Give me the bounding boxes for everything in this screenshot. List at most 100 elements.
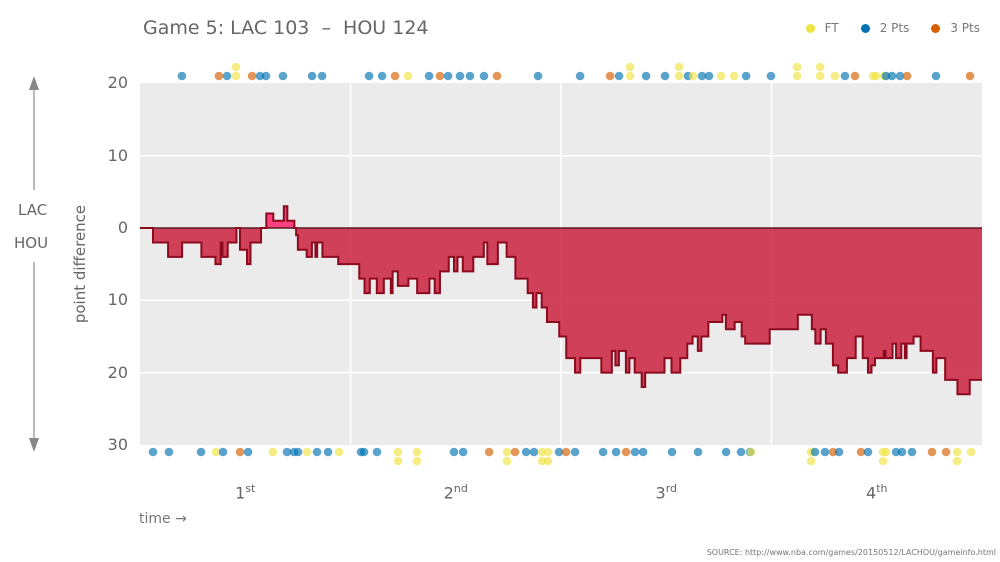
hou-score-2pt xyxy=(570,447,580,457)
lac-score-2pt xyxy=(614,71,624,81)
lac-score-ft xyxy=(231,71,241,81)
lac-score-2pt xyxy=(741,71,751,81)
lac-score-2pt xyxy=(697,71,707,81)
hou-score-2pt xyxy=(897,447,907,457)
lac-score-ft xyxy=(792,62,802,72)
quarter-ordinal: nd xyxy=(453,482,468,495)
lac-score-2pt xyxy=(895,71,905,81)
hou-score-2pt xyxy=(638,447,648,457)
hou-score-3pt xyxy=(561,447,571,457)
hou-score-ft xyxy=(537,456,547,466)
lac-score-2pt xyxy=(465,71,475,81)
lac-score-2pt xyxy=(641,71,651,81)
lac-score-2pt xyxy=(575,71,585,81)
lac-score-2pt xyxy=(443,71,453,81)
quarter-number: 4 xyxy=(866,483,877,503)
hou-score-2pt xyxy=(554,447,564,457)
hou-score-ft xyxy=(966,447,976,457)
hou-score-2pt xyxy=(312,447,322,457)
legend-item-2pts: 2 Pts xyxy=(860,21,909,35)
hou-score-ft xyxy=(302,447,312,457)
lac-score-3pt xyxy=(902,71,912,81)
lac-score-ft xyxy=(625,62,635,72)
lac-score-2pt xyxy=(317,71,327,81)
hou-score-2pt xyxy=(449,447,459,457)
lac-score-3pt xyxy=(965,71,975,81)
legend-label: FT xyxy=(824,21,839,35)
lac-score-ft xyxy=(871,71,881,81)
hou-score-ft xyxy=(268,447,278,457)
legend: FT 2 Pts 3 Pts xyxy=(805,21,980,35)
hou-score-2pt xyxy=(611,447,621,457)
hou-score-ft xyxy=(537,447,547,457)
lac-score-2pt xyxy=(931,71,941,81)
hou-score-2pt xyxy=(282,447,292,457)
quarter-ordinal: st xyxy=(245,482,256,495)
y-axis-label: point difference xyxy=(71,204,89,324)
lac-score-2pt xyxy=(424,71,434,81)
lac-score-ft xyxy=(674,62,684,72)
hou-score-2pt xyxy=(693,447,703,457)
lac-score-2pt xyxy=(364,71,374,81)
y-tick-label: 20 xyxy=(107,73,128,93)
hou-score-ft xyxy=(543,456,553,466)
lac-score-2pt xyxy=(766,71,776,81)
lac-score-3pt xyxy=(492,71,502,81)
hou-score-2pt xyxy=(810,447,820,457)
quarter-label: 2nd xyxy=(444,482,468,502)
lac-score-2pt xyxy=(840,71,850,81)
hou-score-2pt xyxy=(834,447,844,457)
lac-score-3pt xyxy=(850,71,860,81)
lac-score-2pt xyxy=(255,71,265,81)
lac-score-ft xyxy=(625,71,635,81)
lac-score-2pt xyxy=(881,71,891,81)
hou-score-ft xyxy=(806,456,816,466)
two-pts-dot-icon xyxy=(860,23,870,33)
lac-score-2pt xyxy=(222,71,232,81)
quarter-label: 4th xyxy=(866,482,887,502)
hou-score-ft xyxy=(393,447,403,457)
lac-score-2pt xyxy=(887,71,897,81)
hou-score-2pt xyxy=(630,447,640,457)
quarter-label: 3rd xyxy=(656,482,678,502)
lac-score-ft xyxy=(729,71,739,81)
hou-score-3pt xyxy=(235,447,245,457)
hou-score-3pt xyxy=(484,447,494,457)
quarter-ordinal: rd xyxy=(665,482,677,495)
hou-score-2pt xyxy=(458,447,468,457)
lac-score-2pt xyxy=(533,71,543,81)
lac-score-2pt xyxy=(177,71,187,81)
hou-score-2pt xyxy=(196,447,206,457)
hou-lead-area xyxy=(140,228,982,395)
arrow-down-icon xyxy=(29,438,39,452)
hou-score-2pt xyxy=(218,447,228,457)
hou-score-ft xyxy=(502,447,512,457)
lac-score-2pt xyxy=(704,71,714,81)
differential-line xyxy=(140,205,982,396)
lac-label: LAC xyxy=(18,201,48,219)
hou-score-2pt xyxy=(164,447,174,457)
hou-score-ft xyxy=(878,456,888,466)
y-tick-label: 10 xyxy=(107,290,128,310)
hou-score-2pt xyxy=(359,447,369,457)
ft-dot-icon xyxy=(805,23,815,33)
lac-score-ft xyxy=(815,71,825,81)
y-tick-label: 10 xyxy=(107,145,128,165)
hou-score-2pt xyxy=(323,447,333,457)
hou-label: HOU xyxy=(14,234,49,252)
lac-score-3pt xyxy=(605,71,615,81)
hou-score-2pt xyxy=(521,447,531,457)
y-tick-label: 30 xyxy=(107,434,128,454)
hou-score-3pt xyxy=(828,447,838,457)
lac-score-3pt xyxy=(435,71,445,81)
hou-score-ft xyxy=(334,447,344,457)
lac-score-2pt xyxy=(261,71,271,81)
hou-score-ft xyxy=(881,447,891,457)
hou-score-ft xyxy=(543,447,553,457)
legend-item-3pts: 3 Pts xyxy=(931,21,980,35)
hou-score-3pt xyxy=(621,447,631,457)
hou-score-2pt xyxy=(891,447,901,457)
hou-score-2pt xyxy=(598,447,608,457)
quarter-ordinal: th xyxy=(876,482,888,495)
direction-arrow xyxy=(29,76,39,452)
